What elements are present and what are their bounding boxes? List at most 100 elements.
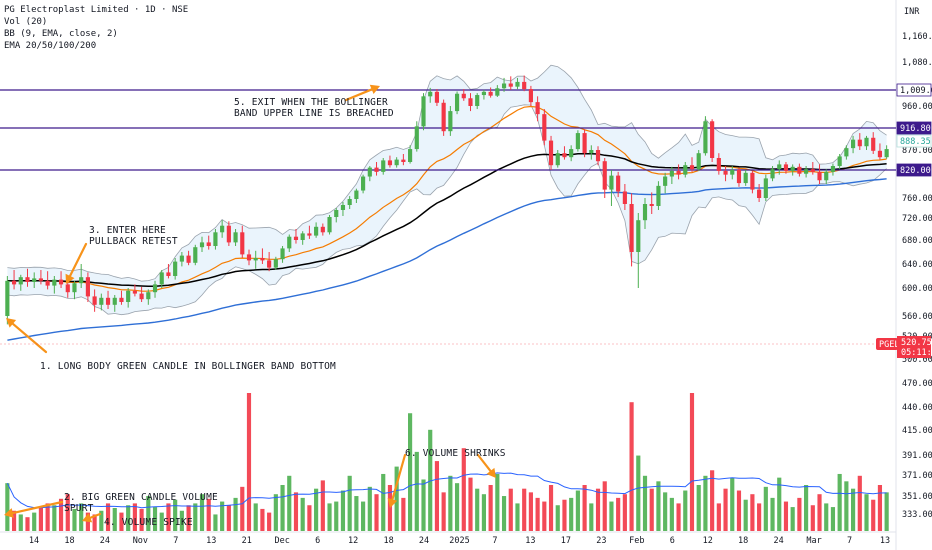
arrow-annotation-1-shaft bbox=[11, 322, 48, 354]
time-tick-label: 14 bbox=[29, 536, 39, 546]
price-tick-label: 600.00 bbox=[902, 284, 932, 294]
candle-body bbox=[676, 170, 681, 175]
candle bbox=[656, 181, 661, 210]
volume-bar bbox=[11, 510, 17, 531]
candle bbox=[374, 162, 379, 176]
time-tick-label: 17 bbox=[561, 536, 571, 546]
candle-body bbox=[548, 140, 554, 166]
candle-body bbox=[260, 258, 265, 261]
volume-bar bbox=[730, 477, 735, 531]
candle bbox=[663, 172, 668, 194]
candle-body bbox=[777, 164, 782, 170]
volume-bar bbox=[52, 505, 57, 531]
candle-body bbox=[515, 81, 520, 87]
volume-bar bbox=[710, 470, 715, 531]
candle-body bbox=[508, 83, 513, 87]
candle-body bbox=[837, 156, 842, 166]
candle-body bbox=[569, 149, 574, 158]
annotation-5-line2: BAND UPPER LINE IS BREACHED bbox=[234, 108, 394, 119]
volume-bar bbox=[871, 499, 876, 531]
time-tick-label: 12 bbox=[348, 536, 358, 546]
volume-bar bbox=[361, 501, 366, 531]
volume-bar bbox=[636, 455, 641, 531]
volume-bar bbox=[676, 503, 681, 531]
candle bbox=[11, 270, 17, 290]
volume-bar bbox=[199, 494, 205, 531]
volume-bar bbox=[595, 488, 601, 531]
volume-bar bbox=[146, 496, 151, 531]
candle-body bbox=[92, 296, 97, 305]
candle bbox=[340, 202, 346, 216]
candle bbox=[99, 293, 104, 311]
price-tag-box bbox=[896, 134, 932, 148]
volume-bar bbox=[314, 488, 319, 531]
ema-indicator-label: EMA 20/50/100/200 bbox=[4, 41, 96, 51]
candle bbox=[501, 77, 507, 92]
candle bbox=[287, 234, 292, 252]
volume-bar bbox=[642, 475, 648, 531]
candle bbox=[710, 119, 715, 162]
candle-body bbox=[636, 220, 641, 252]
candle-body bbox=[716, 158, 721, 171]
candle bbox=[837, 154, 842, 170]
candle-body bbox=[18, 277, 23, 285]
candle bbox=[186, 250, 191, 266]
candle-body bbox=[327, 217, 332, 233]
volume-bar bbox=[763, 486, 768, 531]
volume-bar bbox=[716, 503, 721, 531]
price-tick-label: 720.00 bbox=[902, 214, 932, 224]
volume-bar bbox=[173, 499, 178, 531]
candle-body bbox=[736, 170, 742, 184]
candle-body bbox=[683, 165, 688, 175]
candle bbox=[260, 248, 265, 264]
candle-body bbox=[522, 81, 527, 90]
volume-bar bbox=[461, 448, 466, 531]
candle-body bbox=[642, 204, 648, 221]
volume-bar bbox=[421, 479, 426, 531]
candle bbox=[381, 158, 386, 175]
candle-body bbox=[314, 226, 319, 236]
volume-bar bbox=[528, 492, 533, 531]
candle bbox=[45, 271, 50, 290]
volume-bar bbox=[454, 483, 460, 531]
chart-title: PG Electroplast Limited · 1D · NSE bbox=[4, 5, 188, 15]
candle-body bbox=[32, 278, 37, 282]
candle bbox=[609, 170, 614, 206]
candle bbox=[173, 258, 178, 280]
candle bbox=[159, 270, 164, 288]
volume-bar bbox=[287, 475, 292, 531]
candle bbox=[414, 121, 419, 152]
candle-body bbox=[689, 165, 695, 170]
candle bbox=[5, 276, 10, 325]
volume-bar bbox=[723, 488, 728, 531]
candle bbox=[569, 145, 574, 162]
candle bbox=[676, 164, 681, 180]
bollinger-bands bbox=[7, 64, 887, 316]
time-tick-label: Dec bbox=[275, 536, 290, 546]
volume-bar bbox=[783, 501, 789, 531]
volume-bar bbox=[649, 488, 654, 531]
candle-body bbox=[495, 88, 500, 96]
bollinger-band-fill bbox=[7, 65, 887, 315]
time-tick-label: 13 bbox=[206, 536, 216, 546]
volume-bar bbox=[696, 485, 701, 531]
candle bbox=[240, 225, 245, 258]
candle bbox=[844, 145, 849, 160]
volume-bar bbox=[569, 497, 574, 531]
arrow-annotation-6b-head bbox=[486, 467, 496, 478]
candle-body bbox=[488, 91, 493, 96]
volume-bar bbox=[844, 481, 849, 531]
candle-body bbox=[616, 175, 621, 192]
volume-bar bbox=[837, 473, 842, 531]
volume-bar bbox=[152, 507, 158, 531]
price-tag-box bbox=[896, 163, 932, 177]
candle-body bbox=[233, 232, 238, 243]
volume-bar bbox=[804, 485, 809, 531]
candle bbox=[777, 160, 782, 175]
candle bbox=[595, 146, 601, 166]
volume-bar bbox=[354, 496, 359, 531]
candle-body bbox=[354, 190, 359, 199]
candle-body bbox=[864, 137, 869, 147]
volume-bar bbox=[381, 473, 386, 531]
